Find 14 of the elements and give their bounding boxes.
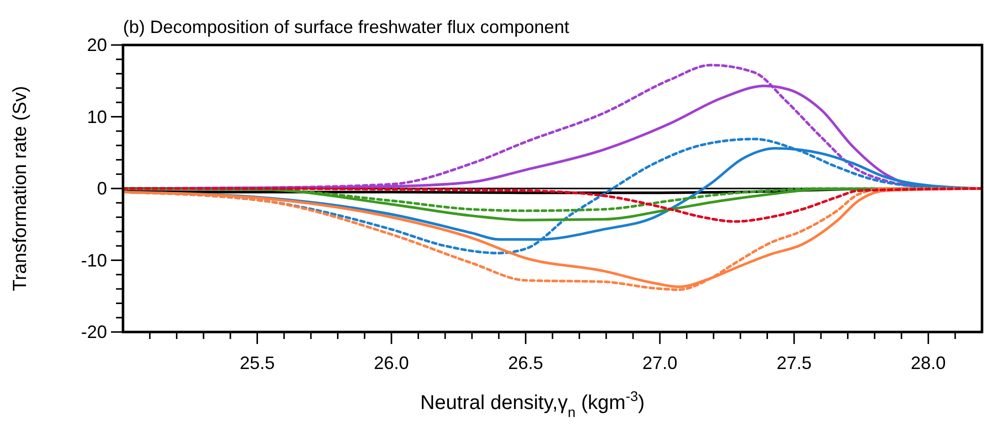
x-tick-label: 28.0 — [910, 353, 946, 373]
y-tick-label: 0 — [96, 178, 107, 198]
x-tick-label: 26.5 — [508, 353, 544, 373]
x-tick-label: 27.0 — [642, 353, 678, 373]
chart-title: (b) Decomposition of surface freshwater flux component — [123, 17, 570, 37]
y-tick-label: -10 — [80, 250, 107, 270]
y-axis-title: Transformation rate (Sv) — [10, 86, 31, 292]
y-tick-label: 10 — [86, 106, 107, 127]
x-axis-title: Neutral density,γ$_{n}$ (kgm$^{-3}$) — [420, 388, 645, 420]
y-tick-label: 20 — [86, 35, 107, 55]
x-tick-label: 25.5 — [240, 353, 275, 373]
x-tick-label: 26.0 — [374, 353, 409, 373]
y-tick-label: -20 — [80, 322, 107, 342]
x-tick-label: 27.5 — [776, 353, 812, 373]
